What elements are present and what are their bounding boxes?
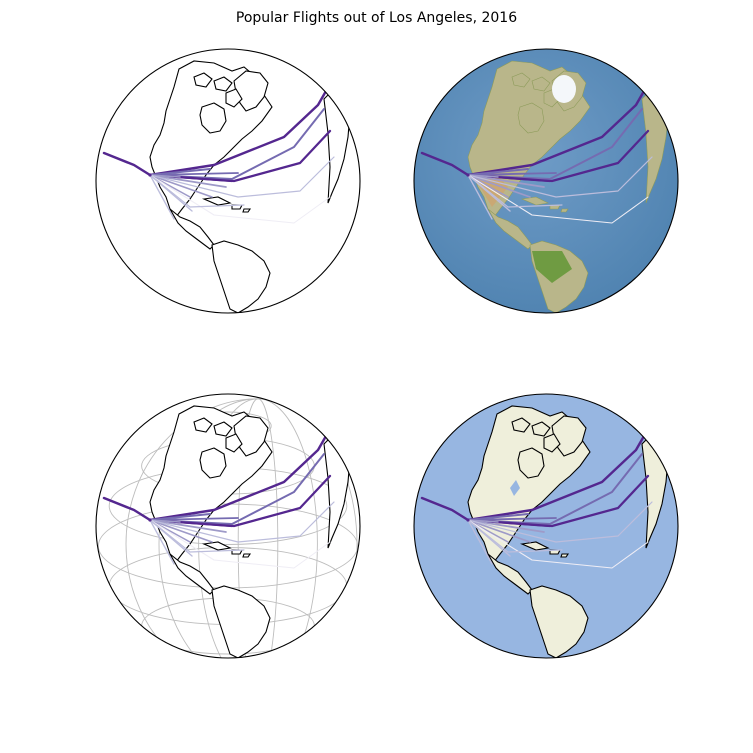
arcticIsl1-landmass [193, 72, 213, 88]
flight-route-asia-trans-pacific [420, 496, 470, 522]
flight-routes [420, 89, 653, 224]
caribbean2-landmass [560, 208, 569, 213]
flight-route-southern-europe [467, 501, 653, 543]
flight-route-northern-europe-polar [466, 89, 646, 177]
cuba-landmass [520, 196, 549, 206]
cuba-landmass [519, 541, 550, 551]
cuba-landmass [201, 541, 232, 551]
caribbean2-landmass [242, 553, 252, 558]
southAmerica-landmass [529, 585, 589, 658]
origin-marker [466, 173, 470, 177]
flight-route-washington [149, 519, 227, 533]
flight-route-southern-europe [149, 501, 335, 543]
baffin-landmass [225, 433, 243, 453]
flight-route-denver [467, 519, 499, 523]
flight-route-boston [467, 172, 557, 176]
cuba-landmass [201, 196, 232, 206]
flight-route-africa-mediterranean [467, 519, 649, 569]
flight-route-caribbean [149, 174, 245, 208]
globe-land-ocean [413, 393, 679, 659]
flight-route-asia-trans-pacific [102, 496, 152, 522]
globe-outline [413, 48, 679, 314]
flight-route-caribbean [467, 519, 563, 553]
flight-route-washington [467, 519, 545, 533]
arcticIsl1-landmass [193, 417, 213, 433]
flight-route-mexico-city [467, 174, 493, 220]
origin-marker [148, 518, 152, 522]
globe-outline [95, 48, 361, 314]
globe-coastlines [95, 48, 361, 314]
flight-route-asia-trans-pacific [102, 151, 152, 177]
ice-cap [552, 75, 576, 103]
globe-outline [95, 393, 361, 659]
southAmerica-landmass [211, 240, 271, 313]
baffin-landmass [225, 88, 243, 108]
hudsonBay-landmass [199, 447, 227, 479]
arcticIsl1-landmass [511, 72, 531, 88]
flight-route-northern-europe-polar [466, 434, 646, 522]
flight-route-southern-europe [467, 156, 653, 198]
arcticIsl1-landmass [511, 417, 531, 433]
flight-route-caribbean [149, 519, 245, 553]
flight-route-chicago [467, 168, 529, 176]
origin-marker [148, 173, 152, 177]
flight-route-washington [467, 174, 545, 188]
flight-route-atlanta [467, 174, 531, 198]
flight-route-washington [149, 174, 227, 188]
origin-marker [466, 518, 470, 522]
hudsonBay-landmass [517, 102, 545, 134]
flight-route-boston [149, 517, 239, 521]
flight-route-africa-mediterranean [149, 519, 331, 569]
southAmerica-landmass [211, 585, 271, 658]
hudsonBay-landmass [199, 102, 227, 134]
flight-route-mexico-city [149, 174, 175, 220]
caribbean2-landmass [560, 553, 570, 558]
flight-route-denver [149, 519, 181, 523]
figure-title: Popular Flights out of Los Angeles, 2016 [235, 10, 518, 26]
globe-outline [413, 393, 679, 659]
flight-routes [102, 434, 335, 569]
arcticIsl2-landmass [213, 421, 233, 437]
flight-route-northern-europe-polar [148, 434, 328, 522]
flight-route-northern-europe-polar [148, 89, 328, 177]
arcticIsl2-landmass [213, 76, 233, 92]
globe-gridlines [95, 393, 361, 659]
flight-route-mexico-city [149, 519, 175, 565]
flight-route-africa-mediterranean [467, 174, 649, 224]
flight-route-denver [467, 174, 499, 178]
flight-routes [420, 434, 653, 569]
globe-stock-image [413, 48, 679, 314]
arcticIsl2-landmass [531, 421, 551, 437]
flight-route-atlanta [149, 519, 213, 543]
flight-routes [102, 89, 335, 224]
flight-route-mexico-city [467, 519, 493, 565]
flight-route-boston [467, 517, 557, 521]
flight-route-caribbean [467, 174, 563, 208]
lake [510, 480, 520, 496]
hudsonBay-landmass [517, 447, 545, 479]
flight-route-boston [149, 172, 239, 176]
baffin-landmass [543, 433, 561, 453]
rainforest-region [532, 251, 572, 283]
flight-route-atlanta [149, 174, 213, 198]
flight-route-africa-mediterranean [149, 174, 331, 224]
flight-route-chicago [149, 168, 211, 176]
flight-route-chicago [467, 513, 529, 521]
flight-route-atlanta [467, 519, 531, 543]
flight-route-asia-trans-pacific [420, 151, 470, 177]
arcticIsl2-landmass [531, 76, 551, 92]
flight-route-southern-europe [149, 156, 335, 198]
flight-route-chicago [149, 513, 211, 521]
continents [149, 60, 351, 313]
flight-route-denver [149, 174, 181, 178]
caribbean2-landmass [242, 208, 252, 213]
